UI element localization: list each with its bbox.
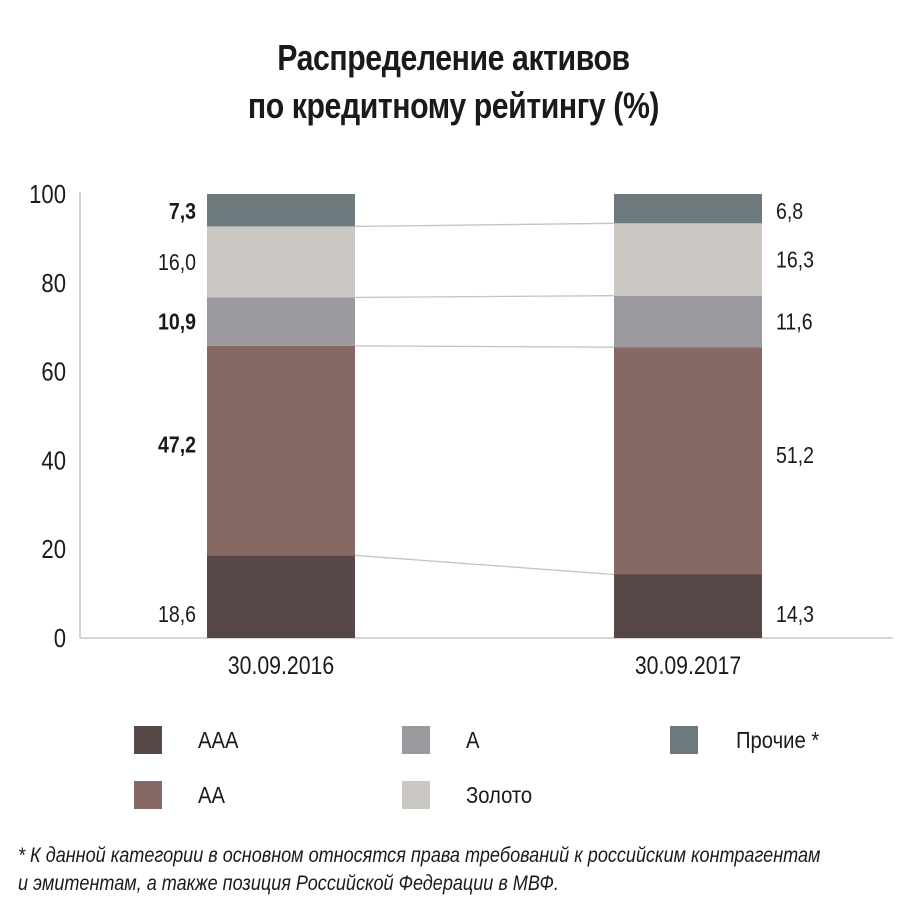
bar-segment-aa-2: [614, 347, 762, 575]
chart-title-line-1: Распределение активов: [277, 37, 630, 78]
data-label-прочие-2: 6,8: [776, 199, 803, 225]
footnote: * К данной категории в основном относятс…: [18, 842, 821, 898]
footnote-line-2: и эмитентам, а также позиция Российской …: [18, 872, 559, 895]
connector-line-2: [354, 345, 615, 348]
y-tick-label-40: 40: [41, 447, 66, 476]
connector-line-1: [354, 554, 615, 576]
y-tick-label-60: 60: [41, 358, 66, 387]
bar-segment-aaa-1: [207, 555, 355, 638]
stacked-bar-chart: 0 20 40 60 80 100 18,6 47,2 10,9 16,0 7,3 30.09.201…: [29, 180, 893, 679]
legend-swatch-2: [134, 781, 162, 809]
legend-swatch-4: [402, 781, 430, 809]
bar-segment-прочие-1: [207, 194, 355, 227]
legend-label-1: AAA: [198, 727, 239, 753]
bar-segment-a-2: [614, 295, 762, 348]
y-tick-label-100: 100: [29, 180, 66, 209]
legend-swatch-3: [402, 726, 430, 754]
y-tick-label-0: 0: [54, 624, 66, 653]
legend-label-4: Золото: [466, 782, 533, 808]
data-label-a-1: 10,9: [158, 309, 196, 335]
connector-line-4: [354, 222, 615, 228]
x-category-label-1: 30.09.2016: [228, 651, 334, 679]
legend-label-3: A: [466, 727, 480, 753]
chart-title: Распределение активов по кредитному рейт…: [73, 34, 835, 130]
data-label-aaa-1: 18,6: [158, 602, 196, 628]
legend-label-2: AA: [198, 782, 226, 808]
data-label-a-2: 11,6: [776, 309, 813, 335]
data-label-золото-2: 16,3: [776, 247, 814, 273]
data-label-прочие-1: 7,3: [169, 199, 196, 225]
legend-label-5: Прочие *: [736, 727, 820, 753]
legend-swatch-1: [134, 726, 162, 754]
bar-segment-прочие-2: [614, 194, 762, 224]
bar-segment-aaa-2: [614, 574, 762, 638]
data-label-aa-2: 51,2: [776, 442, 814, 468]
data-label-золото-1: 16,0: [158, 249, 196, 275]
bar-segment-золото-2: [614, 223, 762, 296]
data-label-aa-1: 47,2: [158, 432, 196, 458]
bar-segment-a-1: [207, 297, 355, 346]
x-category-label-2: 30.09.2017: [635, 651, 741, 679]
bar-segment-aa-1: [207, 345, 355, 556]
chart-title-line-2: по кредитному рейтингу (%): [247, 85, 660, 126]
bar-segment-золото-1: [207, 226, 355, 298]
legend-swatch-5: [670, 726, 698, 754]
connector-line-3: [354, 295, 615, 299]
footnote-line-1: * К данной категории в основном относятс…: [18, 844, 821, 867]
y-tick-label-80: 80: [41, 269, 66, 298]
y-tick-label-20: 20: [41, 536, 66, 565]
data-label-aaa-2: 14,3: [776, 602, 814, 628]
